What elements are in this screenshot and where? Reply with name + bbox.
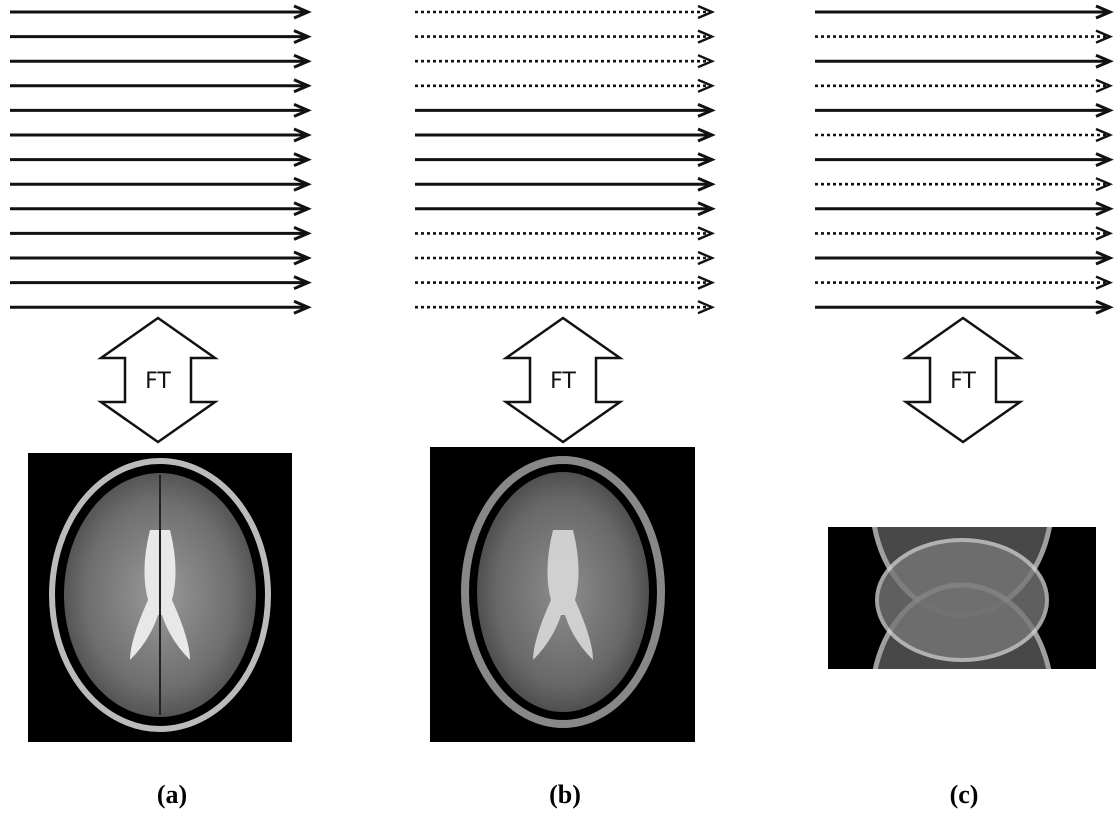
panel-caption: (b) — [549, 780, 581, 809]
panel-caption: (c) — [950, 780, 979, 809]
mri-image-a — [28, 453, 292, 742]
mri-image-c — [828, 385, 1096, 815]
ft-label: FT — [550, 369, 576, 394]
kspace-lines — [10, 6, 308, 313]
kspace-lines — [415, 6, 712, 313]
ft-label: FT — [145, 369, 171, 394]
mri-image-b — [430, 447, 695, 742]
kspace-lines — [815, 6, 1110, 313]
figure: FT (a) FT (b) FT (c) — [0, 0, 1116, 834]
panel-caption: (a) — [157, 780, 187, 809]
page: FT(a)FT(b)FT(c) (() => { const data = JS… — [0, 0, 1116, 834]
ft-label: FT — [950, 369, 976, 394]
